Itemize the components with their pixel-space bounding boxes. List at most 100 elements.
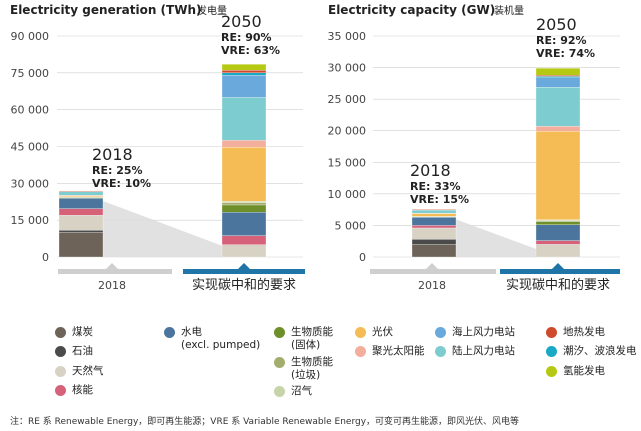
y-tick-label: 0 [42,251,49,264]
category-arrow [238,263,250,269]
legend-item-oil: 石油 [55,345,93,358]
y-tick-label: 10 000 [328,188,367,201]
bar-segment-onshore_wind-8 [535,86,581,127]
bar-segment-csp-8 [535,126,581,132]
footnote: 注：RE 系 Renewable Energy，即可再生能源；VRE 系 Var… [10,417,520,427]
legend-label: 海上风力电站 [452,326,515,338]
legend-swatch [274,327,285,338]
category-arrow [106,263,118,269]
bar-segment-gas-8 [535,244,581,258]
y-tick-label: 75 000 [11,67,50,80]
legend-swatch [435,346,446,357]
legend-item-nuclear: 核能 [55,384,93,397]
legend-swatch [274,357,285,368]
y-tick-label: 90 000 [11,30,50,43]
legend-swatch [274,386,285,397]
generation-chart: 0 15 000 30 000 45 000 60 000 75 000 90 000 201… [11,12,305,293]
annotation-re: RE: 90% [221,31,272,44]
bar-segment-tidal_wave-8 [535,76,581,78]
legend-swatch [355,346,366,357]
legend-swatch [355,327,366,338]
y-tick-label: 5 000 [335,219,367,232]
legend-label: 核能 [72,384,93,396]
annotation-vre: VRE: 63% [221,44,280,57]
legend-swatch [55,327,66,338]
y-tick-label: 60 000 [11,104,50,117]
category-strip [370,269,496,274]
legend-label: 聚光太阳能 [372,345,425,357]
bar-segment-geothermal-8 [535,74,581,77]
category-arrow [552,263,564,269]
legend-swatch [546,366,557,377]
bar-segment-hydro-8 [221,212,267,236]
legend-swatch [164,327,175,338]
bar-segment-csp-8 [221,140,267,148]
legend-label: 天然气 [72,365,104,377]
legend-label: 地热发电 [563,326,605,338]
bar-segment-gas-4 [411,227,457,240]
legend-item-solar-pv: 光伏 [355,326,393,339]
capacity-chart: 0 5 000 10 000 15 000 20 000 25 000 30 000 35 0… [328,15,620,293]
bar-segment-coal-4 [411,244,457,258]
annotation-vre: VRE: 74% [536,47,595,60]
bar-segment-hydro-4 [411,217,457,226]
category-arrow [426,263,438,269]
annotation-year: 2050 [221,12,262,31]
legend-item-csp: 聚光太阳能 [355,345,425,358]
y-tick-label: 0 [359,251,366,264]
charts: Electricity generation (TWh) 发电量 Electri… [10,3,620,293]
connector-shade [456,219,536,257]
bar-segment-biomass_solid-8 [221,204,267,213]
bar-segment-offshore_wind-8 [221,75,267,98]
legend-item-gas: 天然气 [55,365,104,378]
legend-label: 煤炭 [72,326,93,338]
category-strip [183,269,305,274]
bar-segment-geothermal-4 [411,209,457,211]
bar-segment-hydrogen-8 [535,68,581,76]
y-tick-label: 25 000 [328,93,367,106]
bar-segment-nuclear-4 [58,208,104,216]
annotation-re: RE: 33% [410,180,461,193]
legend-label: 陆上风力电站 [452,345,515,357]
category-label: 实现碳中和的要求 [192,277,296,293]
legend-item-hydro: 水电 (excl. pumped) [164,326,260,352]
bar-segment-oil-4 [411,239,457,245]
bar-segment-biomass_solid-8 [535,221,581,225]
annotation-year: 2018 [92,145,133,164]
chart-title-capacity: Electricity capacity (GW) [328,3,495,17]
legend-sublabel: (固体) [291,339,321,351]
category-strip [58,269,172,274]
bar-segment-oil-4 [58,230,104,233]
bar-segment-tidal_wave-8 [221,72,267,76]
legend-swatch [55,385,66,396]
y-tick-label: 20 000 [328,125,367,138]
legend-item-tidal-wave: 潮汐、波浪发电 [546,345,637,358]
legend-item-biomass-solid: 生物质能 (固体) [274,326,333,352]
legend-item-offshore-wind: 海上风力电站 [435,326,515,339]
category-label: 2018 [98,279,126,292]
chart-title-generation: Electricity generation (TWh) [10,3,201,17]
y-tick-label: 15 000 [11,214,50,227]
category-label: 实现碳中和的要求 [506,277,610,293]
chart-title-generation-cn: 发电量 [197,4,227,17]
bar-segment-solar_pv-8 [535,131,581,220]
legend-label: 生物质能 (垃圾) [291,356,333,381]
annotation-year: 2050 [536,15,577,34]
legend: 煤炭石油天然气核能 水电 (excl. pumped) 生物质能 (固体) 生物质能 (垃圾… [55,321,641,401]
legend-sublabel: (excl. pumped) [181,339,261,351]
bar-segment-gas-4 [58,215,104,231]
legend-label: 生物质能 (固体) [291,326,333,351]
annotation-re: RE: 92% [536,34,587,47]
bar-segment-offshore_wind-8 [535,77,581,88]
legend-swatch [55,346,66,357]
legend-swatch [546,346,557,357]
legend-sublabel: (垃圾) [291,369,321,381]
bar-segment-onshore_wind-4 [58,191,104,196]
legend-label: 光伏 [372,326,393,338]
legend-item-onshore-wind: 陆上风力电站 [435,345,515,358]
legend-item-biogas: 沼气 [274,385,312,398]
annotation-vre: VRE: 10% [92,177,151,190]
legend-label: 氢能发电 [563,365,605,377]
annotation-vre: VRE: 15% [410,193,469,206]
bar-segment-nuclear-8 [535,240,581,245]
